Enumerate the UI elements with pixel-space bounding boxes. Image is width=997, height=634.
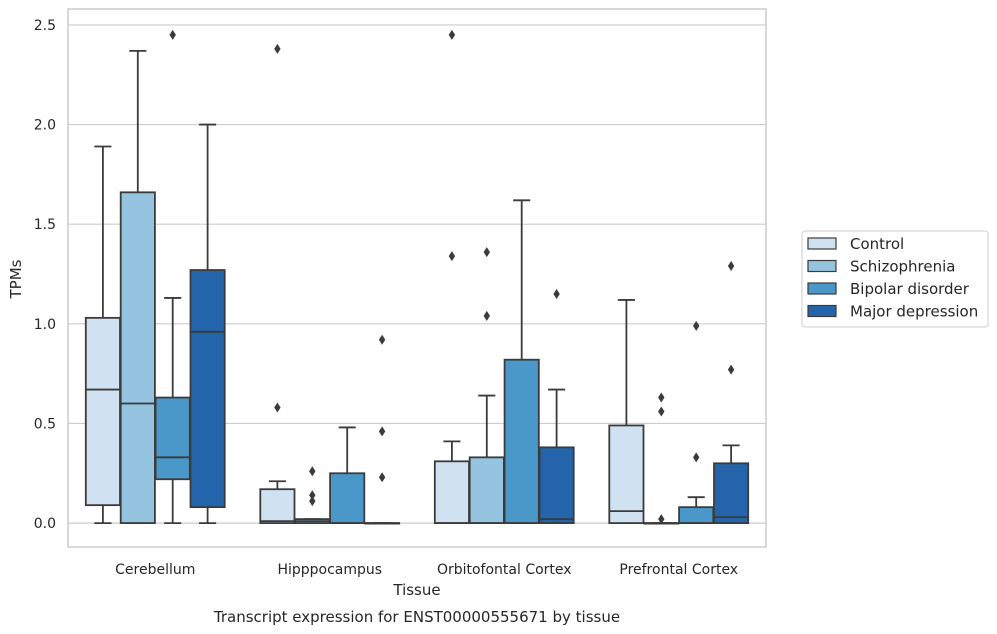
outlier-point [658, 514, 665, 525]
box-bipolar-disorder [678, 320, 715, 524]
box-major-depression [538, 288, 575, 524]
outlier-point [658, 392, 665, 403]
outlier-point [378, 334, 386, 345]
y-tick-label: 0.0 [34, 516, 56, 532]
box-body [154, 396, 191, 481]
outlier-point [658, 406, 665, 417]
box-schizophrenia [294, 466, 331, 524]
box-body [608, 424, 645, 524]
outlier-point [553, 288, 560, 299]
outlier-point [693, 452, 700, 463]
box-major-depression [364, 334, 401, 525]
outlier-point [309, 490, 316, 501]
box-control [84, 145, 121, 524]
x-tick-label: Orbitofontal Cortex [437, 562, 572, 578]
y-tick-label: 1.5 [34, 217, 56, 233]
box-bipolar-disorder [329, 426, 366, 524]
x-tick-label: Prefrontal Cortex [619, 562, 738, 578]
box-body [538, 446, 575, 524]
outlier-point [483, 310, 490, 321]
outlier-point [309, 466, 316, 477]
outlier-point [169, 29, 176, 40]
legend-swatch [807, 282, 837, 295]
outlier-point [378, 426, 386, 437]
box-control [433, 29, 470, 524]
y-axis-label: TPMs [7, 259, 25, 299]
box-body [503, 358, 540, 524]
box-body [259, 488, 296, 524]
y-tick-label: 0.5 [34, 416, 56, 432]
box-control [608, 299, 645, 524]
box-major-depression [713, 261, 750, 524]
x-tick-label: Hipppocampus [277, 562, 382, 578]
box-body [84, 316, 121, 507]
box-plot-area [84, 29, 750, 525]
box-schizophrenia [119, 49, 156, 524]
box-schizophrenia [643, 392, 680, 525]
chart-title: Transcript expression for ENST0000055567… [213, 608, 620, 626]
box-body [713, 462, 750, 524]
legend-frame [801, 230, 989, 328]
box-control [259, 43, 296, 524]
outlier-point [448, 251, 456, 262]
y-tick-label: 2.0 [34, 118, 56, 134]
legend-swatch [807, 259, 837, 273]
legend: Control Schizophrenia Bipolar disorder Majo… [801, 230, 989, 328]
outlier-point [378, 472, 386, 483]
x-axis-label: Tissue [392, 581, 440, 599]
y-tick-label: 2.5 [34, 18, 56, 34]
outlier-point [448, 29, 456, 40]
x-axis-ticks: Cerebellum Hipppocampus Orbitofontal Corte… [115, 562, 738, 578]
legend-label: Control [850, 235, 904, 253]
box-body [189, 269, 226, 509]
legend-label: Major depression [850, 303, 978, 321]
outlier-point [274, 402, 281, 413]
box-bipolar-disorder [154, 29, 191, 524]
box-body [468, 456, 505, 524]
outlier-point [727, 261, 735, 272]
box-body [678, 506, 715, 524]
legend-label: Bipolar disorder [850, 280, 970, 298]
outlier-point [483, 247, 490, 258]
box-bipolar-disorder [503, 199, 540, 524]
legend-swatch [807, 304, 837, 318]
y-axis-ticks: 0.0 0.5 1.0 1.5 2.0 2.5 [34, 18, 56, 532]
box-major-depression [189, 123, 226, 524]
plot-frame [67, 8, 767, 548]
box-schizophrenia [468, 247, 505, 524]
box-body [329, 472, 366, 524]
legend-swatch [807, 237, 837, 250]
y-tick-label: 1.0 [34, 317, 56, 333]
outlier-point [693, 320, 700, 331]
box-body [119, 191, 156, 524]
outlier-point [727, 364, 735, 375]
box-body [433, 460, 470, 524]
outlier-point [274, 43, 281, 54]
outlier-point [309, 496, 316, 507]
legend-label: Schizophrenia [850, 258, 955, 276]
x-tick-label: Cerebellum [115, 562, 195, 578]
